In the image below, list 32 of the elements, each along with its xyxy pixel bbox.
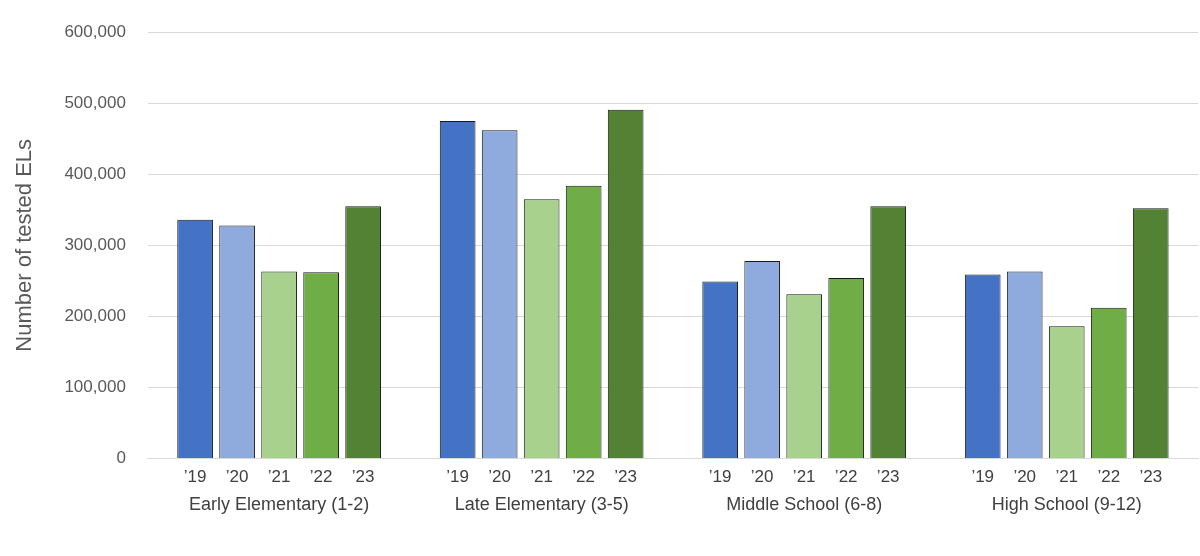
series-label: ’21	[267, 466, 291, 486]
text: ’21	[792, 466, 816, 486]
series-label: ’22	[309, 466, 333, 486]
y-tick-label: 0	[116, 448, 126, 468]
text: ’22	[834, 466, 858, 486]
text: ’23	[614, 466, 638, 486]
y-tick-label: 100,000	[64, 377, 126, 397]
text: ’23	[876, 466, 900, 486]
text: ’22	[572, 466, 596, 486]
y-tick-label: 600,000	[64, 21, 126, 41]
y-axis-title: Number of tested ELs	[11, 138, 37, 352]
x-tick-label: High School (9-12)	[991, 494, 1142, 515]
text: ’21	[1055, 466, 1079, 486]
series-label: ’23	[351, 466, 375, 486]
x-tick-label: Early Elementary (1-2)	[189, 494, 370, 515]
x-tick-label: Late Elementary (3-5)	[454, 494, 629, 515]
series-label: ’19	[183, 466, 207, 486]
text: ’22	[1097, 466, 1121, 486]
text: ’20	[488, 466, 511, 486]
text: ’21	[530, 466, 553, 486]
x-tick-label: Middle School (6-8)	[726, 494, 883, 515]
y-tick-label: 500,000	[64, 92, 126, 112]
text: ’19	[708, 466, 732, 486]
text: ’20	[750, 466, 774, 486]
text: ’19	[971, 466, 995, 486]
text: ’19	[446, 466, 469, 486]
y-tick-label: 200,000	[64, 306, 126, 326]
y-tick-label: 400,000	[64, 163, 126, 183]
text: ’20	[1013, 466, 1037, 486]
series-label: ’20	[225, 466, 249, 486]
y-tick-label: 300,000	[64, 234, 126, 254]
text: ’23	[1139, 466, 1163, 486]
